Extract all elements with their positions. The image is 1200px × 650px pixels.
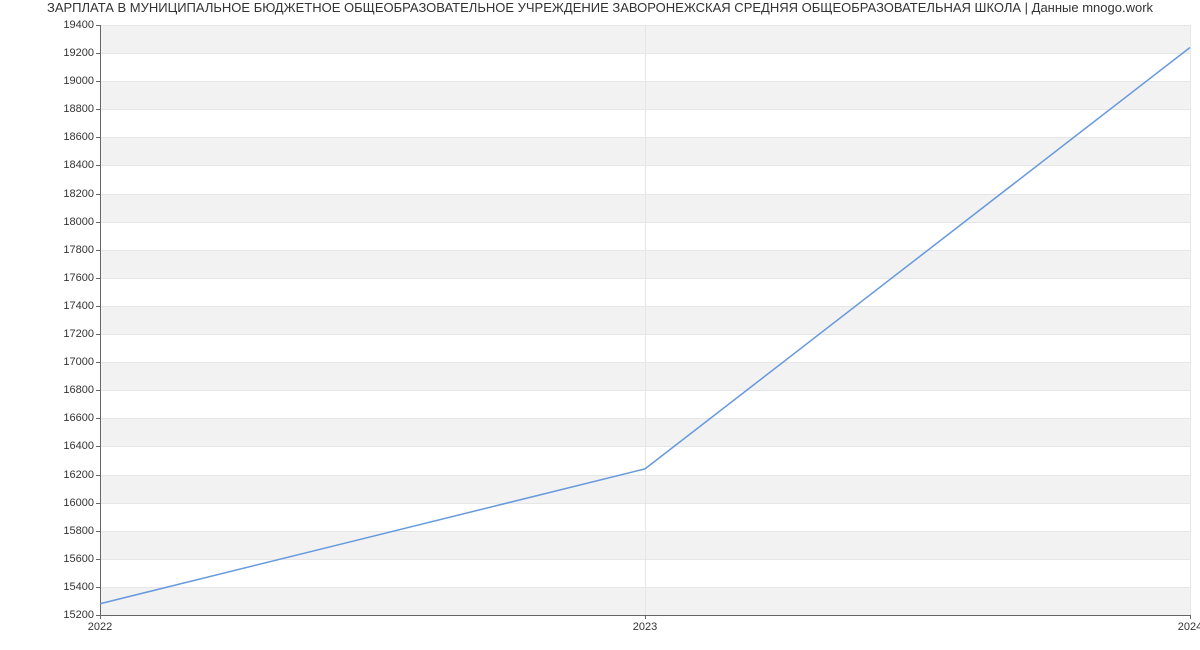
- chart-container: ЗАРПЛАТА В МУНИЦИПАЛЬНОЕ БЮДЖЕТНОЕ ОБЩЕО…: [0, 0, 1200, 650]
- y-tick-label: 16600: [63, 412, 100, 424]
- y-tick-label: 19400: [63, 19, 100, 31]
- y-tick-label: 15400: [63, 581, 100, 593]
- chart-title: ЗАРПЛАТА В МУНИЦИПАЛЬНОЕ БЮДЖЕТНОЕ ОБЩЕО…: [0, 0, 1200, 15]
- y-tick-label: 16000: [63, 497, 100, 509]
- x-tick-label: 2024: [1178, 615, 1200, 633]
- series-line-salary: [100, 47, 1190, 603]
- plot-area: 1520015400156001580016000162001640016600…: [100, 25, 1190, 615]
- y-tick-label: 18000: [63, 216, 100, 228]
- x-axis-line: [100, 615, 1190, 616]
- y-tick-label: 18600: [63, 131, 100, 143]
- x-tick-mark: [1190, 615, 1191, 619]
- y-tick-label: 16200: [63, 469, 100, 481]
- y-tick-label: 17600: [63, 272, 100, 284]
- y-tick-label: 18800: [63, 103, 100, 115]
- x-grid-line: [1190, 25, 1191, 615]
- y-tick-label: 19000: [63, 75, 100, 87]
- y-tick-label: 18200: [63, 188, 100, 200]
- y-tick-label: 18400: [63, 159, 100, 171]
- y-tick-label: 17400: [63, 300, 100, 312]
- y-tick-label: 17200: [63, 328, 100, 340]
- y-tick-label: 17800: [63, 244, 100, 256]
- y-tick-label: 16800: [63, 384, 100, 396]
- line-layer: [100, 25, 1190, 615]
- y-tick-label: 15600: [63, 553, 100, 565]
- y-tick-label: 15800: [63, 525, 100, 537]
- y-tick-label: 16400: [63, 440, 100, 452]
- y-tick-label: 19200: [63, 47, 100, 59]
- y-tick-label: 17000: [63, 356, 100, 368]
